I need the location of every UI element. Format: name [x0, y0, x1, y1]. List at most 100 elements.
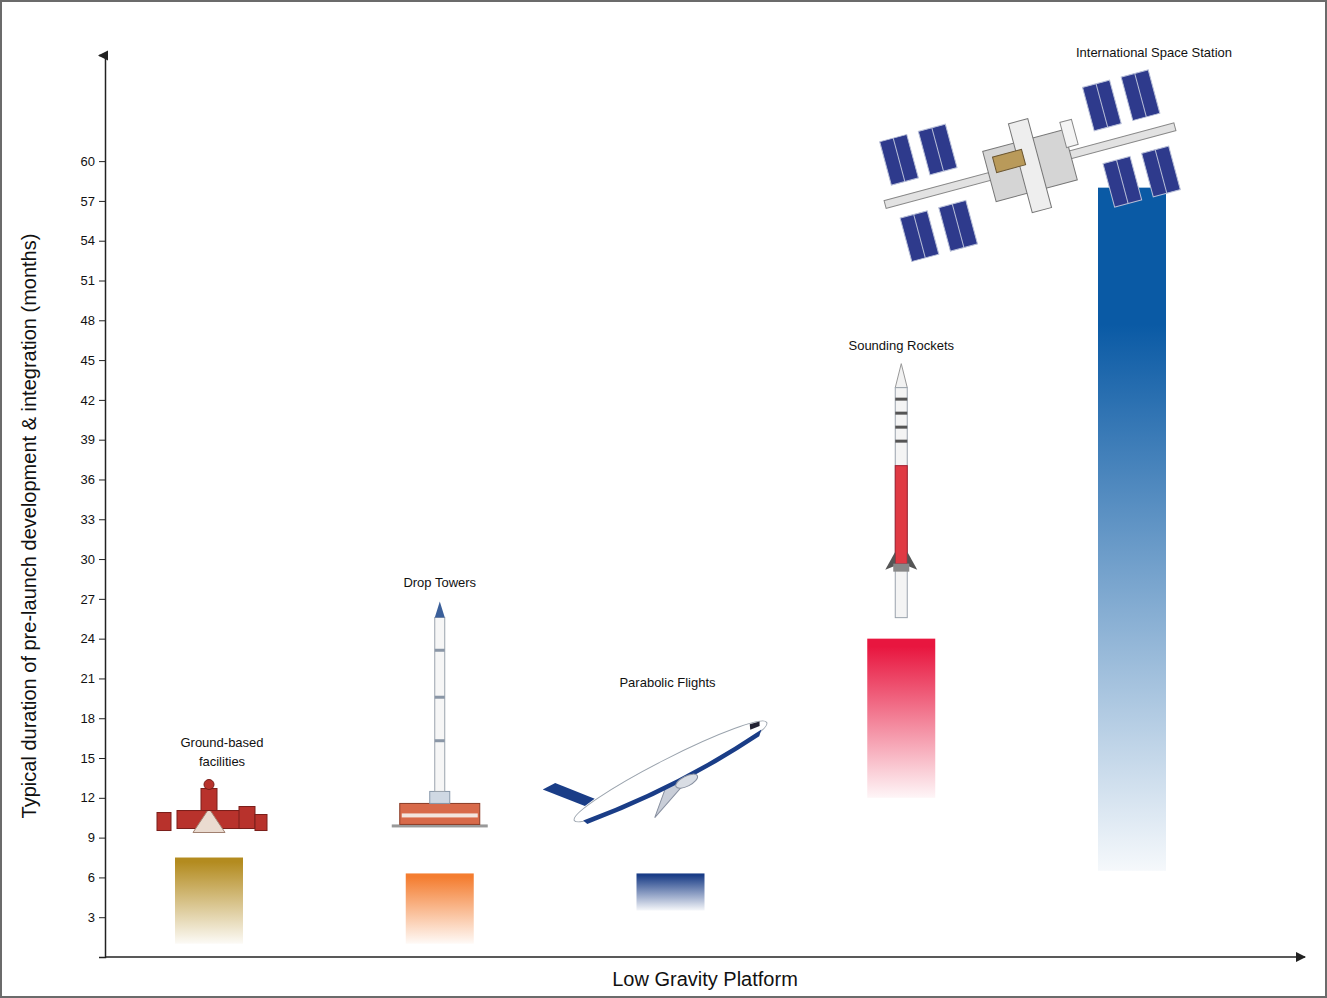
icon-part [435, 696, 445, 699]
icon-part [435, 739, 445, 742]
y-tick-mark [99, 877, 105, 878]
y-tick: 42 [81, 393, 105, 408]
y-tick: 18 [81, 711, 105, 726]
chart-container: Ground-based facilities Drop Towers Parabol… [0, 0, 1327, 998]
category-label-line: facilities [199, 754, 246, 769]
y-tick-mark [99, 559, 105, 560]
y-tick: 54 [81, 233, 105, 248]
bar [867, 639, 935, 798]
icon-part [568, 711, 772, 832]
icon-part [893, 564, 909, 572]
x-axis-line [105, 956, 1305, 958]
y-tick-label: 42 [81, 393, 95, 408]
y-tick: 6 [88, 870, 105, 885]
y-tick-mark [99, 678, 105, 679]
category-label-line: International Space Station [1076, 45, 1232, 60]
icon-part [914, 214, 926, 257]
y-tick: 21 [81, 671, 105, 686]
y-tick-mark [99, 161, 105, 162]
icon-part [932, 128, 944, 171]
chart-svg: Ground-based facilities Drop Towers Parabol… [0, 0, 1327, 998]
icon-part [869, 67, 1191, 264]
icon-part [900, 211, 939, 262]
icon-part [1155, 150, 1167, 193]
icon [869, 67, 1191, 264]
x-axis-title: Low Gravity Platform [612, 968, 798, 990]
icon-part [1103, 156, 1142, 207]
icon-part [918, 124, 957, 175]
y-tick-label: 39 [81, 432, 95, 447]
y-tick: 9 [88, 830, 105, 845]
bars [175, 188, 1166, 944]
y-tick-mark [99, 360, 105, 361]
y-axis-line [99, 56, 106, 958]
category-label: International Space Station [1076, 45, 1232, 60]
y-tick: 24 [81, 631, 105, 646]
y-tick-mark [99, 718, 105, 719]
category-labels: Ground-based facilities Drop Towers Parabol… [180, 45, 1232, 769]
frame [1, 1, 1326, 997]
category-label: Sounding Rockets [848, 338, 954, 353]
y-tick-mark [99, 201, 105, 202]
icon-part [435, 617, 445, 791]
y-tick-mark [99, 599, 105, 600]
category-label-line: Drop Towers [403, 575, 476, 590]
y-tick-mark [99, 320, 105, 321]
y-tick-mark [99, 798, 105, 799]
y-axis-title: Typical duration of pre-launch developme… [18, 234, 40, 819]
y-tick-label: 54 [81, 233, 95, 248]
icon-part [583, 730, 766, 830]
icon-part [895, 388, 907, 618]
bar [175, 858, 243, 944]
category-label-line: Parabolic Flights [619, 675, 716, 690]
y-tick: 57 [81, 194, 105, 209]
y-tick-label: 60 [81, 154, 95, 169]
y-tick-mark [99, 440, 105, 441]
icon-part [895, 440, 907, 443]
icon-part [430, 791, 450, 803]
y-tick-label: 36 [81, 472, 95, 487]
icon-part [1135, 73, 1147, 116]
icon [392, 601, 488, 827]
y-tick-label: 18 [81, 711, 95, 726]
y-tick: 48 [81, 313, 105, 328]
category-label: Ground-based facilities [180, 735, 263, 769]
y-axis: 3691215182124273033363942454851545760 [81, 56, 106, 958]
y-tick-label: 15 [81, 751, 95, 766]
icon-part [255, 815, 267, 831]
y-tick: 30 [81, 552, 105, 567]
icon-part [748, 720, 761, 731]
bar [406, 873, 474, 943]
y-tick-label: 33 [81, 512, 95, 527]
y-tick-label: 48 [81, 313, 95, 328]
category-label-line: Ground-based [180, 735, 263, 750]
icon-part [543, 685, 782, 857]
icon-part [239, 807, 255, 829]
icon-part [204, 780, 214, 790]
icon-part [1121, 70, 1160, 121]
icon-part [939, 200, 978, 251]
y-tick: 12 [81, 790, 105, 805]
y-tick-label: 3 [88, 910, 95, 925]
y-tick-label: 51 [81, 273, 95, 288]
icon-part [893, 138, 905, 181]
icon-part [880, 134, 919, 185]
y-tick-mark [99, 519, 105, 520]
icon [885, 364, 917, 618]
y-tick: 33 [81, 512, 105, 527]
icon-part [1060, 119, 1078, 147]
category-label: Drop Towers [403, 575, 476, 590]
category-label: Parabolic Flights [619, 675, 716, 690]
icon-part [895, 398, 907, 401]
y-tick-mark [99, 479, 105, 480]
y-tick: 39 [81, 432, 105, 447]
y-tick-label: 9 [88, 830, 95, 845]
y-tick: 45 [81, 353, 105, 368]
icon [543, 685, 782, 857]
icon-part [435, 649, 445, 652]
icon-part [402, 813, 478, 817]
icon-part [674, 771, 700, 791]
category-label-line: Sounding Rockets [848, 338, 954, 353]
y-tick: 3 [88, 910, 105, 925]
icon-part [157, 813, 171, 831]
